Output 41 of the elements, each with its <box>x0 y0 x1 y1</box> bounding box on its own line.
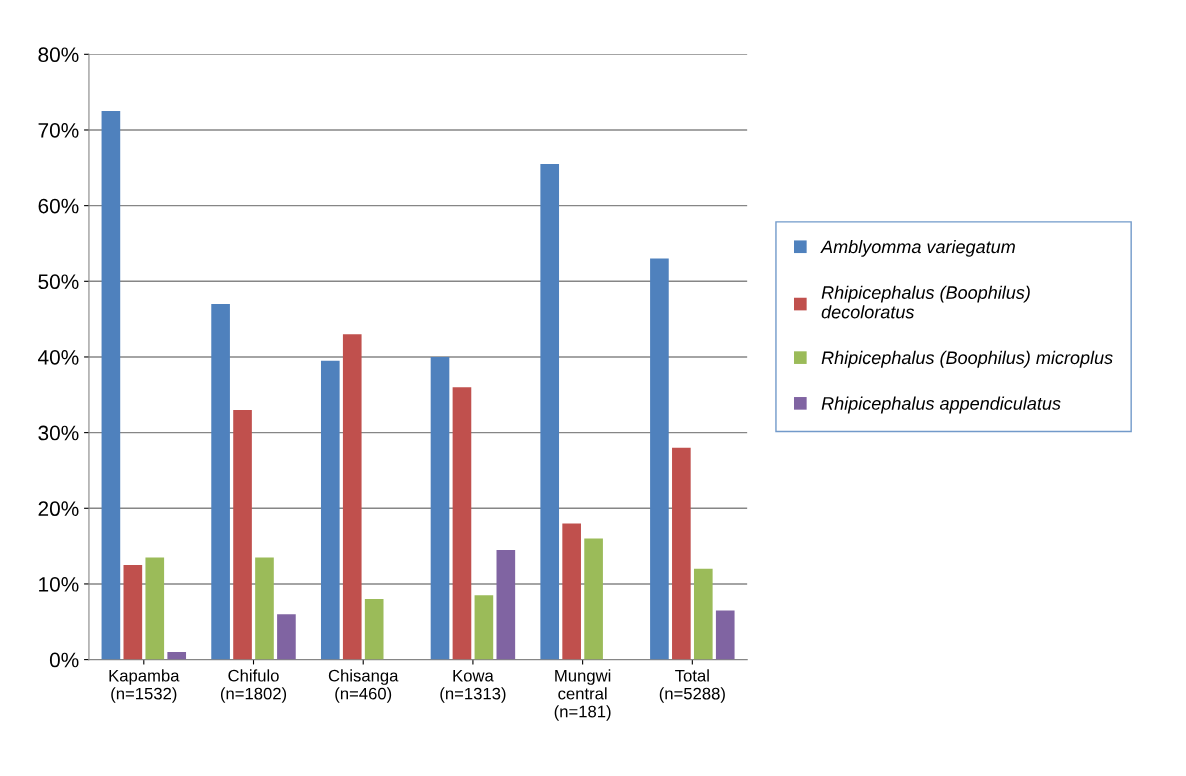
bar <box>211 304 230 660</box>
x-tick-label: Chifulo (n=1802) <box>220 669 287 703</box>
x-tick-label: Mungwi central (n=181) <box>554 669 611 721</box>
x-tick-label: Kowa (n=1313) <box>440 669 506 703</box>
legend-label: Rhipicephalus (Boophilus) decoloratus <box>821 285 1030 319</box>
bar <box>255 557 274 660</box>
y-tick-label: 30% <box>38 425 79 441</box>
bar <box>693 568 713 660</box>
bar <box>715 610 735 660</box>
legend-label: Rhipicephalus appendiculatus <box>821 396 1061 414</box>
bar <box>364 599 384 660</box>
bar <box>584 538 603 660</box>
bar <box>342 334 362 660</box>
y-tick-label: 60% <box>38 198 79 214</box>
x-tick-label: Total (n=5288) <box>659 669 725 703</box>
y-tick-label: 20% <box>38 501 79 517</box>
y-tick-label: 40% <box>38 349 79 365</box>
bar <box>145 557 165 660</box>
bar <box>540 164 560 660</box>
legend-label: Amblyomma variegatum <box>820 239 1015 257</box>
y-tick-label: 70% <box>38 122 79 138</box>
bar <box>430 356 450 660</box>
y-tick-label: 50% <box>38 274 79 290</box>
bar <box>452 387 472 660</box>
bar <box>562 523 581 660</box>
bar <box>277 614 296 660</box>
bar <box>672 447 691 660</box>
x-tick-label: Kapamba (n=1532) <box>109 669 180 703</box>
y-tick-label: 10% <box>39 576 79 592</box>
bar <box>474 595 494 660</box>
x-tick-label: Chisanga (n=460) <box>328 669 399 703</box>
legend-label: Rhipicephalus (Boophilus) microplus <box>821 350 1113 368</box>
bar <box>233 409 252 660</box>
bar <box>496 549 516 660</box>
bar <box>123 565 143 660</box>
bar <box>167 652 187 660</box>
y-tick-label: 80% <box>38 47 79 63</box>
bar <box>320 360 340 660</box>
bar <box>650 258 669 660</box>
y-tick-label: 0% <box>49 652 79 668</box>
bar <box>101 111 121 660</box>
